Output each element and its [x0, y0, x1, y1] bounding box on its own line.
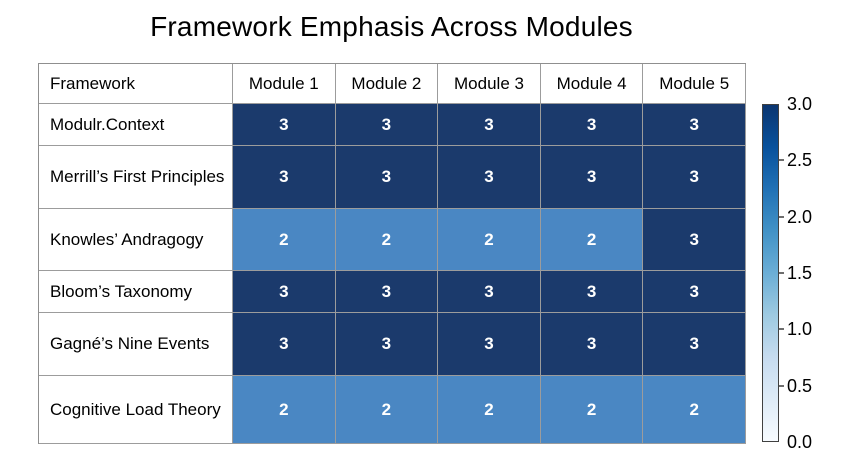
heatmap-cell: 3 [335, 146, 439, 209]
heatmap-cell: 3 [233, 104, 336, 146]
heatmap-cell: 3 [335, 104, 439, 146]
colorbar-tick [779, 384, 784, 387]
heatmap-cell: 3 [540, 146, 644, 209]
colorbar-tick [779, 215, 784, 218]
heatmap-cell: 2 [335, 209, 439, 271]
heatmap-cell: 2 [335, 376, 439, 444]
column-header: Module 3 [438, 64, 541, 104]
heatmap-cell: 3 [335, 313, 439, 376]
heatmap-cell: 3 [643, 209, 746, 271]
heatmap-cell: 3 [438, 313, 541, 376]
heatmap-cell: 3 [438, 146, 541, 209]
column-header: Module 1 [233, 64, 336, 104]
colorbar-tick-label: 2.5 [787, 150, 813, 171]
heatmap-cell: 2 [540, 209, 644, 271]
heatmap-cell: 3 [233, 271, 336, 313]
column-header: Module 2 [335, 64, 439, 104]
colorbar-tick-label: 3.0 [787, 94, 813, 114]
heatmap-table: Framework Module 1 Module 2 Module 3 Module … [38, 63, 746, 444]
heatmap-cell: 2 [233, 209, 336, 271]
colorbar-tick-label: 0.0 [787, 432, 813, 452]
heatmap-cell: 3 [438, 104, 541, 146]
heatmap-cell: 3 [643, 104, 746, 146]
heatmap-cell: 3 [643, 313, 746, 376]
heatmap-cell: 2 [233, 376, 336, 444]
colorbar-tick [779, 272, 784, 274]
row-label: Cognitive Load Theory [39, 376, 233, 444]
heatmap-cell: 3 [643, 146, 746, 209]
heatmap-cell: 3 [438, 271, 541, 313]
row-label: Bloom’s Taxonomy [39, 271, 233, 313]
heatmap-cell: 3 [540, 104, 644, 146]
colorbar-tick-label: 0.5 [787, 375, 813, 396]
heatmap-cell: 2 [438, 209, 541, 271]
chart-title: Framework Emphasis Across Modules [150, 11, 633, 42]
heatmap-cell: 3 [233, 313, 336, 376]
row-label: Modulr.Context [39, 104, 233, 146]
row-label: Gagné’s Nine Events [39, 313, 233, 376]
row-label: Knowles’ Andragogy [39, 209, 233, 271]
corner-header: Framework [39, 64, 233, 104]
colorbar-tick-label: 1.5 [787, 263, 813, 283]
heatmap-cell: 2 [438, 376, 541, 444]
colorbar-tick-label: 2.0 [787, 206, 813, 227]
heatmap-cell: 3 [643, 271, 746, 313]
colorbar-tick-label: 1.0 [787, 319, 813, 340]
column-header: Module 5 [643, 64, 746, 104]
heatmap-cell: 2 [540, 376, 644, 444]
heatmap-cell: 2 [643, 376, 746, 444]
column-header: Module 4 [540, 64, 644, 104]
colorbar-gradient [762, 104, 779, 442]
heatmap-cell: 3 [335, 271, 439, 313]
heatmap-cell: 3 [540, 271, 644, 313]
row-label: Merrill’s First Principles [39, 146, 233, 209]
heatmap-cell: 3 [540, 313, 644, 376]
colorbar-tick [779, 328, 784, 331]
heatmap-cell: 3 [233, 146, 336, 209]
colorbar: 3.0 2.5 2.0 1.5 1.0 0.5 0.0 [762, 94, 852, 452]
colorbar-tick [779, 159, 784, 162]
